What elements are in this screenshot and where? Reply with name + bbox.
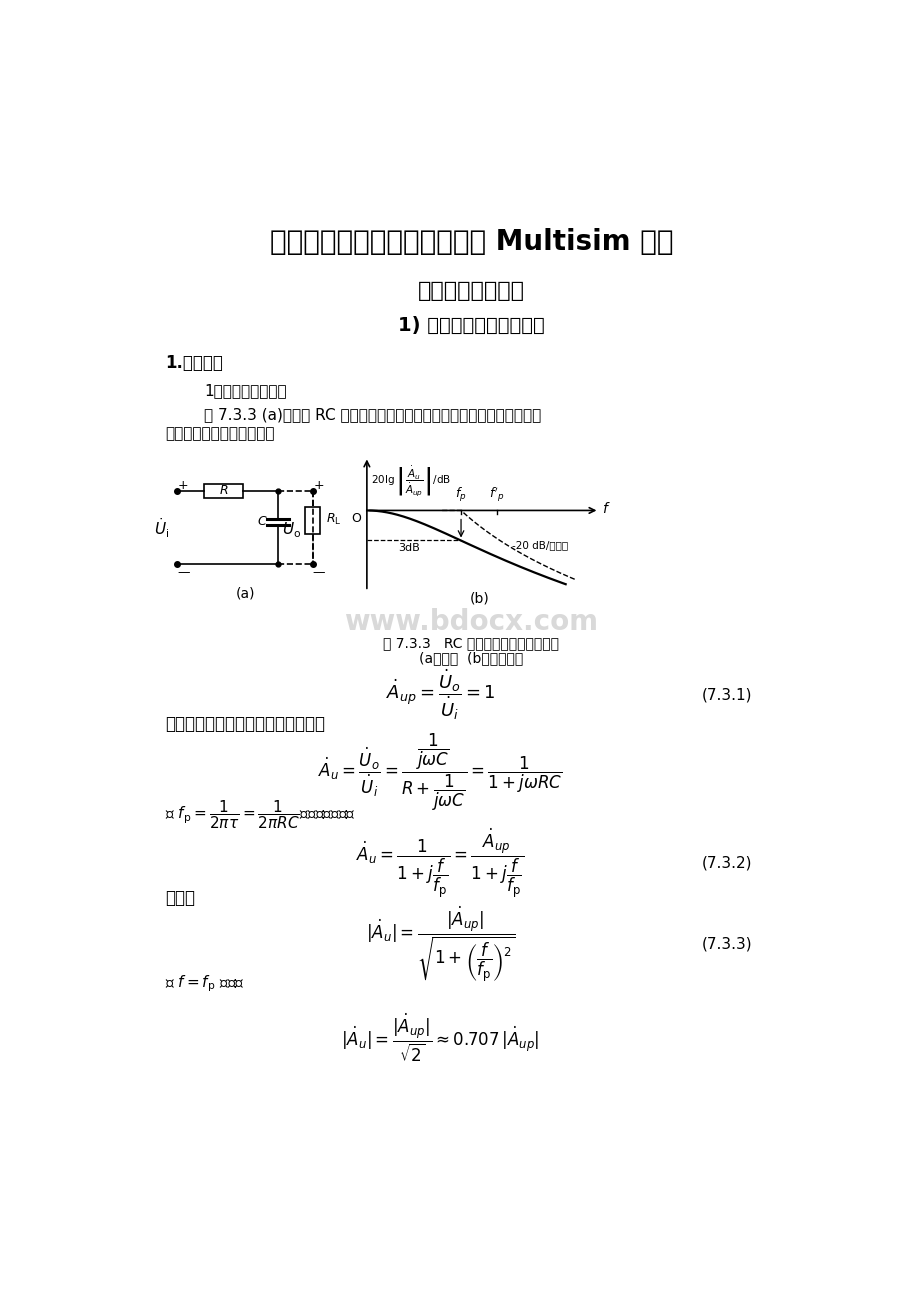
Text: 其模为: 其模为 [165,889,195,906]
Bar [204,484,243,499]
Text: +: + [177,479,188,492]
Text: C: C [257,516,267,529]
Text: —: — [176,565,189,578]
Text: 1．无源低通滤波器: 1．无源低通滤波器 [204,384,287,398]
Text: $\dot{U}_{\rm i}$: $\dot{U}_{\rm i}$ [153,517,169,540]
Text: $\dot{A}_{u} = \dfrac{1}{1 + j\dfrac{f}{f_{\rm p}}} = \dfrac{\dot{A}_{up}}{1 + j: $\dot{A}_{u} = \dfrac{1}{1 + j\dfrac{f}{… [356,827,524,900]
Text: 图 7.3.3   RC 低通滤波器及其幅频特性: 图 7.3.3 RC 低通滤波器及其幅频特性 [383,635,559,650]
Text: f: f [601,501,606,516]
Text: O: O [350,512,360,525]
Text: —: — [312,565,324,578]
Text: (7.3.3): (7.3.3) [701,936,752,952]
Text: $f'_p$: $f'_p$ [488,486,504,504]
Text: www.bdocx.com: www.bdocx.com [344,608,598,637]
Text: R: R [219,484,228,497]
Text: 令 $f_{\rm p} = \dfrac{1}{2\pi\tau} = \dfrac{1}{2\pi RC}$，则上式变换为: 令 $f_{\rm p} = \dfrac{1}{2\pi\tau} = \df… [165,798,356,831]
Text: (7.3.1): (7.3.1) [701,687,752,703]
Text: 频率从零到无穷大时的电压放大倍数: 频率从零到无穷大时的电压放大倍数 [165,716,325,733]
Text: 图 7.3.3 (a)所示为 RC 低通滤波器，当信号频率趋于零时，电容的容抗趋: 图 7.3.3 (a)所示为 RC 低通滤波器，当信号频率趋于零时，电容的容抗趋 [204,406,540,422]
Text: $|\dot{A}_{u}| = \dfrac{|\dot{A}_{up}|}{\sqrt{1 + \left(\dfrac{f}{f_{\rm p}}\rig: $|\dot{A}_{u}| = \dfrac{|\dot{A}_{up}|}{… [365,904,515,984]
Text: (a）电路  (b）幅频特性: (a）电路 (b）幅频特性 [419,651,523,665]
Text: (7.3.2): (7.3.2) [701,855,752,871]
Text: -20 dB/十倍频: -20 dB/十倍频 [512,540,568,551]
Text: (a): (a) [235,587,255,600]
Text: 于无穷大，故通带放大倍数: 于无穷大，故通带放大倍数 [165,426,275,441]
Text: +: + [313,479,323,492]
Text: $\dot{A}_{u} = \dfrac{\dot{U}_{o}}{\dot{U}_{i}} = \dfrac{\dfrac{1}{j\omega C}}{R: $\dot{A}_{u} = \dfrac{\dot{U}_{o}}{\dot{… [318,732,562,812]
Text: $\dot{A}_{up} = \dfrac{\dot{U}_{o}}{\dot{U}_{i}} = 1$: $\dot{A}_{up} = \dfrac{\dot{U}_{o}}{\dot… [385,668,494,723]
Bar [304,506,320,534]
Text: 1) 一阶无源低通滤波电路: 1) 一阶无源低通滤波电路 [398,316,544,335]
Text: 3dB: 3dB [398,543,420,553]
Text: 有源低通滤波电路: 有源低通滤波电路 [417,281,525,301]
Text: $20\lg\left|\dfrac{\dot{A}_{u}}{\dot{A}_{up}}\right|$/dB: $20\lg\left|\dfrac{\dot{A}_{u}}{\dot{A}_… [370,465,450,499]
Text: $f_p$: $f_p$ [455,486,466,504]
Text: 当 $f = f_{\rm p}$ 时，有: 当 $f = f_{\rm p}$ 时，有 [165,974,244,995]
Text: $R_{\rm L}$: $R_{\rm L}$ [325,512,341,527]
Text: 有源低通滤波电路原理分析和 Multisim 仿真: 有源低通滤波电路原理分析和 Multisim 仿真 [269,228,673,256]
Text: $\dot{U}_{\rm o}$: $\dot{U}_{\rm o}$ [282,517,301,540]
Text: $|\dot{A}_{u}| = \dfrac{|\dot{A}_{up}|}{\sqrt{2}} \approx 0.707\,|\dot{A}_{up}|$: $|\dot{A}_{u}| = \dfrac{|\dot{A}_{up}|}{… [341,1012,539,1064]
Text: (b): (b) [469,592,489,605]
Text: 1.理论分析: 1.理论分析 [165,354,223,371]
